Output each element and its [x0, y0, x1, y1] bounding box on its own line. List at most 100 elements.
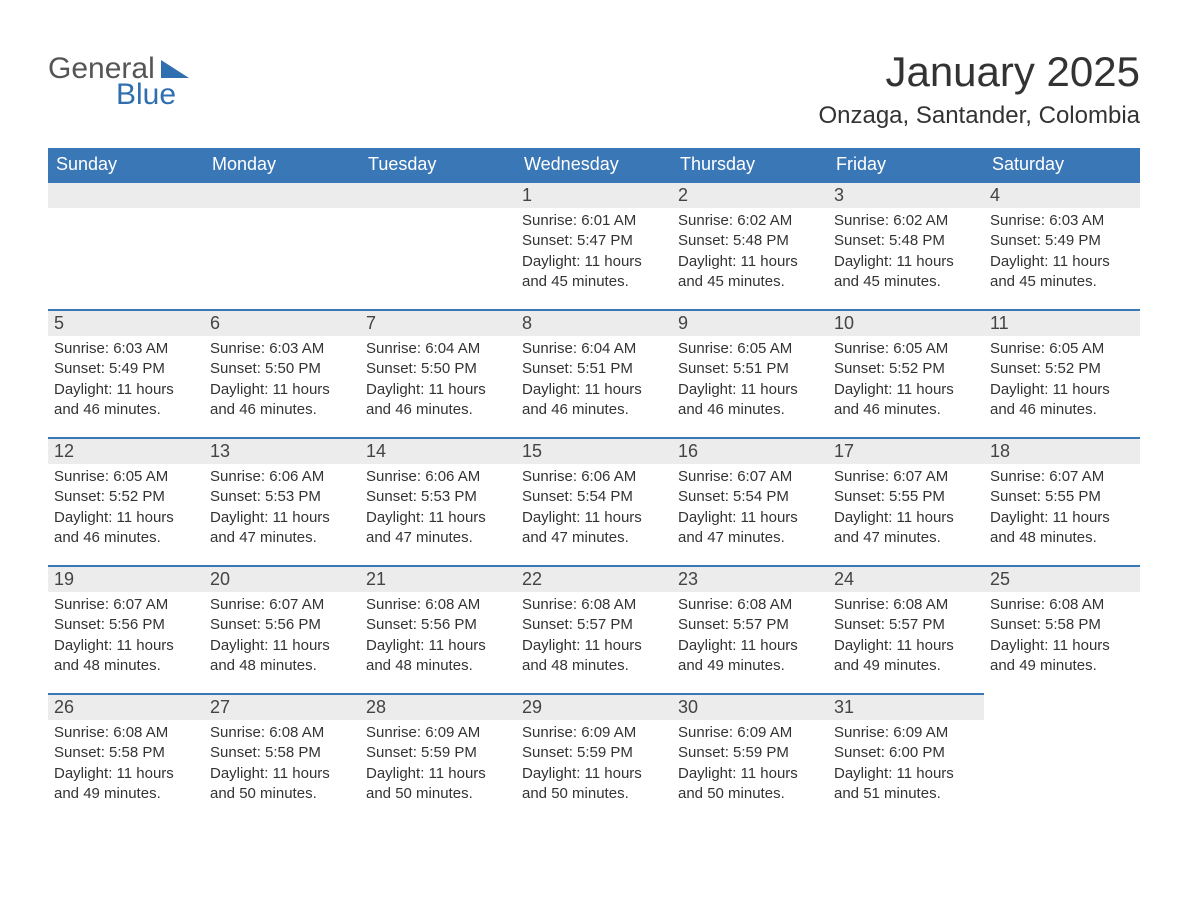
sunrise-text: Sunrise: 6:03 AM	[990, 211, 1134, 231]
day-body: Sunrise: 6:09 AMSunset: 5:59 PMDaylight:…	[672, 720, 828, 810]
day-body: Sunrise: 6:08 AMSunset: 5:57 PMDaylight:…	[516, 592, 672, 682]
day-number: 7	[360, 309, 516, 336]
daylight-text: Daylight: 11 hours and 47 minutes.	[834, 508, 978, 549]
day-number: 15	[516, 437, 672, 464]
daylight-text: Daylight: 11 hours and 47 minutes.	[210, 508, 354, 549]
sunrise-text: Sunrise: 6:07 AM	[678, 467, 822, 487]
sunset-text: Sunset: 5:49 PM	[990, 231, 1134, 251]
daylight-text: Daylight: 11 hours and 48 minutes.	[522, 636, 666, 677]
day-body: Sunrise: 6:06 AMSunset: 5:53 PMDaylight:…	[204, 464, 360, 554]
day-body	[984, 720, 1140, 729]
sunset-text: Sunset: 5:56 PM	[54, 615, 198, 635]
sunset-text: Sunset: 5:58 PM	[210, 743, 354, 763]
sunrise-text: Sunrise: 6:09 AM	[366, 723, 510, 743]
calendar-day-cell: 14Sunrise: 6:06 AMSunset: 5:53 PMDayligh…	[360, 437, 516, 565]
sunrise-text: Sunrise: 6:08 AM	[210, 723, 354, 743]
calendar-week-row: 5Sunrise: 6:03 AMSunset: 5:49 PMDaylight…	[48, 309, 1140, 437]
daylight-text: Daylight: 11 hours and 46 minutes.	[834, 380, 978, 421]
sunset-text: Sunset: 5:59 PM	[522, 743, 666, 763]
calendar-day-cell: 28Sunrise: 6:09 AMSunset: 5:59 PMDayligh…	[360, 693, 516, 821]
daylight-text: Daylight: 11 hours and 47 minutes.	[678, 508, 822, 549]
day-number: 14	[360, 437, 516, 464]
sunset-text: Sunset: 5:50 PM	[366, 359, 510, 379]
day-body: Sunrise: 6:06 AMSunset: 5:54 PMDaylight:…	[516, 464, 672, 554]
calendar-week-row: 12Sunrise: 6:05 AMSunset: 5:52 PMDayligh…	[48, 437, 1140, 565]
day-number: 31	[828, 693, 984, 720]
day-body: Sunrise: 6:08 AMSunset: 5:56 PMDaylight:…	[360, 592, 516, 682]
day-number: 28	[360, 693, 516, 720]
location: Onzaga, Santander, Colombia	[818, 102, 1140, 130]
sunset-text: Sunset: 5:57 PM	[678, 615, 822, 635]
day-number: 24	[828, 565, 984, 592]
day-body: Sunrise: 6:05 AMSunset: 5:52 PMDaylight:…	[984, 336, 1140, 426]
calendar-day-cell: 17Sunrise: 6:07 AMSunset: 5:55 PMDayligh…	[828, 437, 984, 565]
sunrise-text: Sunrise: 6:07 AM	[210, 595, 354, 615]
calendar-day-cell: 11Sunrise: 6:05 AMSunset: 5:52 PMDayligh…	[984, 309, 1140, 437]
calendar-day-cell: 18Sunrise: 6:07 AMSunset: 5:55 PMDayligh…	[984, 437, 1140, 565]
day-body: Sunrise: 6:09 AMSunset: 5:59 PMDaylight:…	[516, 720, 672, 810]
daylight-text: Daylight: 11 hours and 46 minutes.	[54, 508, 198, 549]
calendar-day-cell	[984, 693, 1140, 821]
logo-triangle-icon	[161, 60, 189, 78]
sunset-text: Sunset: 5:51 PM	[522, 359, 666, 379]
sunrise-text: Sunrise: 6:09 AM	[834, 723, 978, 743]
sunrise-text: Sunrise: 6:06 AM	[210, 467, 354, 487]
sunrise-text: Sunrise: 6:05 AM	[54, 467, 198, 487]
day-number: 27	[204, 693, 360, 720]
day-number: 13	[204, 437, 360, 464]
day-number	[204, 181, 360, 208]
sunset-text: Sunset: 5:48 PM	[678, 231, 822, 251]
sunrise-text: Sunrise: 6:04 AM	[522, 339, 666, 359]
day-number: 9	[672, 309, 828, 336]
day-body: Sunrise: 6:03 AMSunset: 5:50 PMDaylight:…	[204, 336, 360, 426]
sunrise-text: Sunrise: 6:05 AM	[834, 339, 978, 359]
day-body	[48, 208, 204, 217]
day-number: 12	[48, 437, 204, 464]
calendar-table: SundayMondayTuesdayWednesdayThursdayFrid…	[48, 148, 1140, 821]
day-body: Sunrise: 6:01 AMSunset: 5:47 PMDaylight:…	[516, 208, 672, 298]
sunrise-text: Sunrise: 6:09 AM	[522, 723, 666, 743]
daylight-text: Daylight: 11 hours and 50 minutes.	[522, 764, 666, 805]
sunset-text: Sunset: 5:58 PM	[990, 615, 1134, 635]
day-number: 25	[984, 565, 1140, 592]
day-number: 16	[672, 437, 828, 464]
calendar-day-cell: 4Sunrise: 6:03 AMSunset: 5:49 PMDaylight…	[984, 181, 1140, 309]
daylight-text: Daylight: 11 hours and 49 minutes.	[990, 636, 1134, 677]
sunset-text: Sunset: 5:52 PM	[990, 359, 1134, 379]
calendar-day-cell: 12Sunrise: 6:05 AMSunset: 5:52 PMDayligh…	[48, 437, 204, 565]
sunrise-text: Sunrise: 6:03 AM	[210, 339, 354, 359]
calendar-day-cell: 9Sunrise: 6:05 AMSunset: 5:51 PMDaylight…	[672, 309, 828, 437]
sunrise-text: Sunrise: 6:07 AM	[54, 595, 198, 615]
sunset-text: Sunset: 5:55 PM	[990, 487, 1134, 507]
calendar-day-cell	[360, 181, 516, 309]
day-number: 19	[48, 565, 204, 592]
calendar-day-cell: 16Sunrise: 6:07 AMSunset: 5:54 PMDayligh…	[672, 437, 828, 565]
sunrise-text: Sunrise: 6:06 AM	[366, 467, 510, 487]
day-body: Sunrise: 6:08 AMSunset: 5:58 PMDaylight:…	[204, 720, 360, 810]
calendar-day-cell: 23 Sunrise: 6:08 AMSunset: 5:57 PMDayligh…	[672, 565, 828, 693]
daylight-text: Daylight: 11 hours and 48 minutes.	[210, 636, 354, 677]
daylight-text: Daylight: 11 hours and 50 minutes.	[366, 764, 510, 805]
day-body: Sunrise: 6:08 AMSunset: 5:58 PMDaylight:…	[48, 720, 204, 810]
daylight-text: Daylight: 11 hours and 49 minutes.	[678, 636, 822, 677]
weekday-header: Tuesday	[360, 148, 516, 181]
day-body: Sunrise: 6:07 AMSunset: 5:56 PMDaylight:…	[204, 592, 360, 682]
sunrise-text: Sunrise: 6:04 AM	[366, 339, 510, 359]
day-number: 23	[672, 565, 828, 592]
weekday-header: Friday	[828, 148, 984, 181]
sunset-text: Sunset: 5:47 PM	[522, 231, 666, 251]
daylight-text: Daylight: 11 hours and 46 minutes.	[54, 380, 198, 421]
daylight-text: Daylight: 11 hours and 47 minutes.	[522, 508, 666, 549]
sunrise-text: Sunrise: 6:05 AM	[678, 339, 822, 359]
day-number: 17	[828, 437, 984, 464]
calendar-day-cell: 25Sunrise: 6:08 AMSunset: 5:58 PMDayligh…	[984, 565, 1140, 693]
sunrise-text: Sunrise: 6:08 AM	[834, 595, 978, 615]
calendar-day-cell: 27Sunrise: 6:08 AMSunset: 5:58 PMDayligh…	[204, 693, 360, 821]
day-body: Sunrise: 6:02 AMSunset: 5:48 PMDaylight:…	[828, 208, 984, 298]
sunrise-text: Sunrise: 6:08 AM	[678, 595, 822, 615]
sunset-text: Sunset: 5:55 PM	[834, 487, 978, 507]
calendar-day-cell	[48, 181, 204, 309]
day-number: 20	[204, 565, 360, 592]
daylight-text: Daylight: 11 hours and 46 minutes.	[990, 380, 1134, 421]
header: General Blue January 2025 Onzaga, Santan…	[48, 48, 1140, 130]
